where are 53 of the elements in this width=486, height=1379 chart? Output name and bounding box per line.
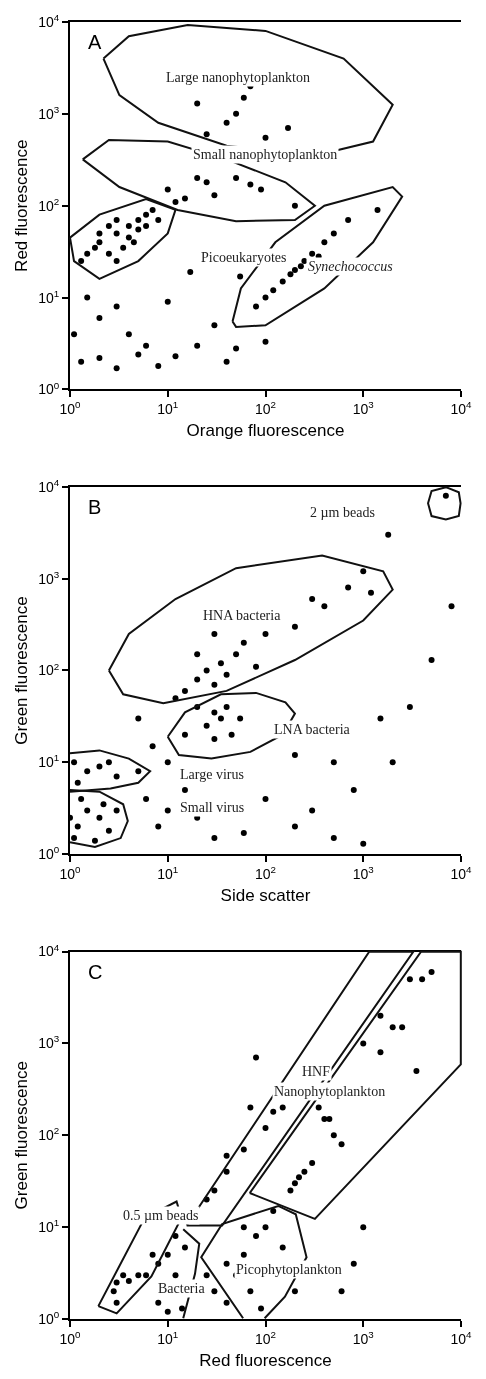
- x-tick-label: 10$^{2}$: [254, 864, 277, 883]
- x-tick-label: 10$^{4}$: [450, 1328, 473, 1347]
- annotation: Large virus: [180, 767, 244, 782]
- x-tick-label: 10$^{3}$: [352, 1328, 375, 1347]
- annotation: Small virus: [180, 800, 245, 815]
- y-tick-label: 10$^{4}$: [38, 476, 60, 495]
- x-tick-label: 10$^{0}$: [59, 1328, 82, 1347]
- annotation: LNA bacteria: [274, 722, 351, 737]
- y-tick-label: 10$^{0}$: [38, 379, 60, 398]
- x-tick-label: 10$^{4}$: [450, 399, 473, 418]
- y-axis-title: Red fluorescence: [12, 139, 32, 272]
- y-tick-label: 10$^{1}$: [38, 1217, 60, 1236]
- y-axis-title: Green fluorescence: [12, 596, 32, 745]
- y-tick-label: 10$^{0}$: [38, 1309, 60, 1327]
- y-tick-label: 10$^{1}$: [38, 752, 60, 771]
- x-axis-title: Side scatter: [220, 885, 311, 905]
- y-tick-label: 10$^{4}$: [38, 941, 60, 960]
- x-tick-label: 10$^{0}$: [59, 399, 82, 418]
- annotation: Nanophytoplankton: [274, 1084, 386, 1099]
- y-tick-label: 10$^{2}$: [38, 1125, 60, 1144]
- y-tick-label: 10$^{3}$: [38, 103, 60, 122]
- y-tick-label: 10$^{2}$: [38, 195, 60, 214]
- x-tick-label: 10$^{1}$: [157, 1328, 179, 1347]
- annotation: 2 µm beads: [310, 505, 375, 520]
- y-tick-label: 10$^{2}$: [38, 660, 60, 679]
- y-tick-label: 10$^{1}$: [38, 287, 60, 306]
- x-tick-label: 10$^{2}$: [254, 399, 277, 418]
- y-tick-label: 10$^{0}$: [38, 844, 60, 863]
- annotation: 0.5 µm beads: [123, 1208, 199, 1223]
- annotation: HNF: [302, 1064, 331, 1079]
- text: B: [88, 496, 102, 518]
- x-axis-title: Red fluorescence: [199, 1350, 332, 1370]
- y-axis-title: Green fluorescence: [12, 1061, 32, 1210]
- annotation: Bacteria: [158, 1281, 206, 1296]
- x-tick-label: 10$^{2}$: [254, 1328, 277, 1347]
- annotation: Picophytoplankton: [236, 1262, 342, 1277]
- x-tick-label: 10$^{3}$: [352, 399, 375, 418]
- y-tick-label: 10$^{3}$: [38, 568, 60, 587]
- annotation: HNA bacteria: [203, 608, 282, 623]
- x-tick-label: 10$^{4}$: [450, 864, 473, 883]
- annotation: Picoeukaryotes: [201, 250, 287, 265]
- x-tick-label: 10$^{3}$: [352, 864, 375, 883]
- x-tick-label: 10$^{0}$: [59, 864, 82, 883]
- x-axis-title: Orange fluorescence: [186, 421, 345, 441]
- annotation: Synechococcus: [308, 259, 394, 274]
- annotation: Small nanophytoplankton: [193, 147, 338, 162]
- x-tick-label: 10$^{1}$: [157, 399, 179, 418]
- y-tick-label: 10$^{4}$: [38, 12, 60, 30]
- text: C: [88, 961, 103, 983]
- chart-title: A: [88, 31, 102, 53]
- annotation: Large nanophytoplankton: [166, 70, 310, 85]
- x-tick-label: 10$^{1}$: [157, 864, 179, 883]
- y-tick-label: 10$^{3}$: [38, 1033, 60, 1052]
